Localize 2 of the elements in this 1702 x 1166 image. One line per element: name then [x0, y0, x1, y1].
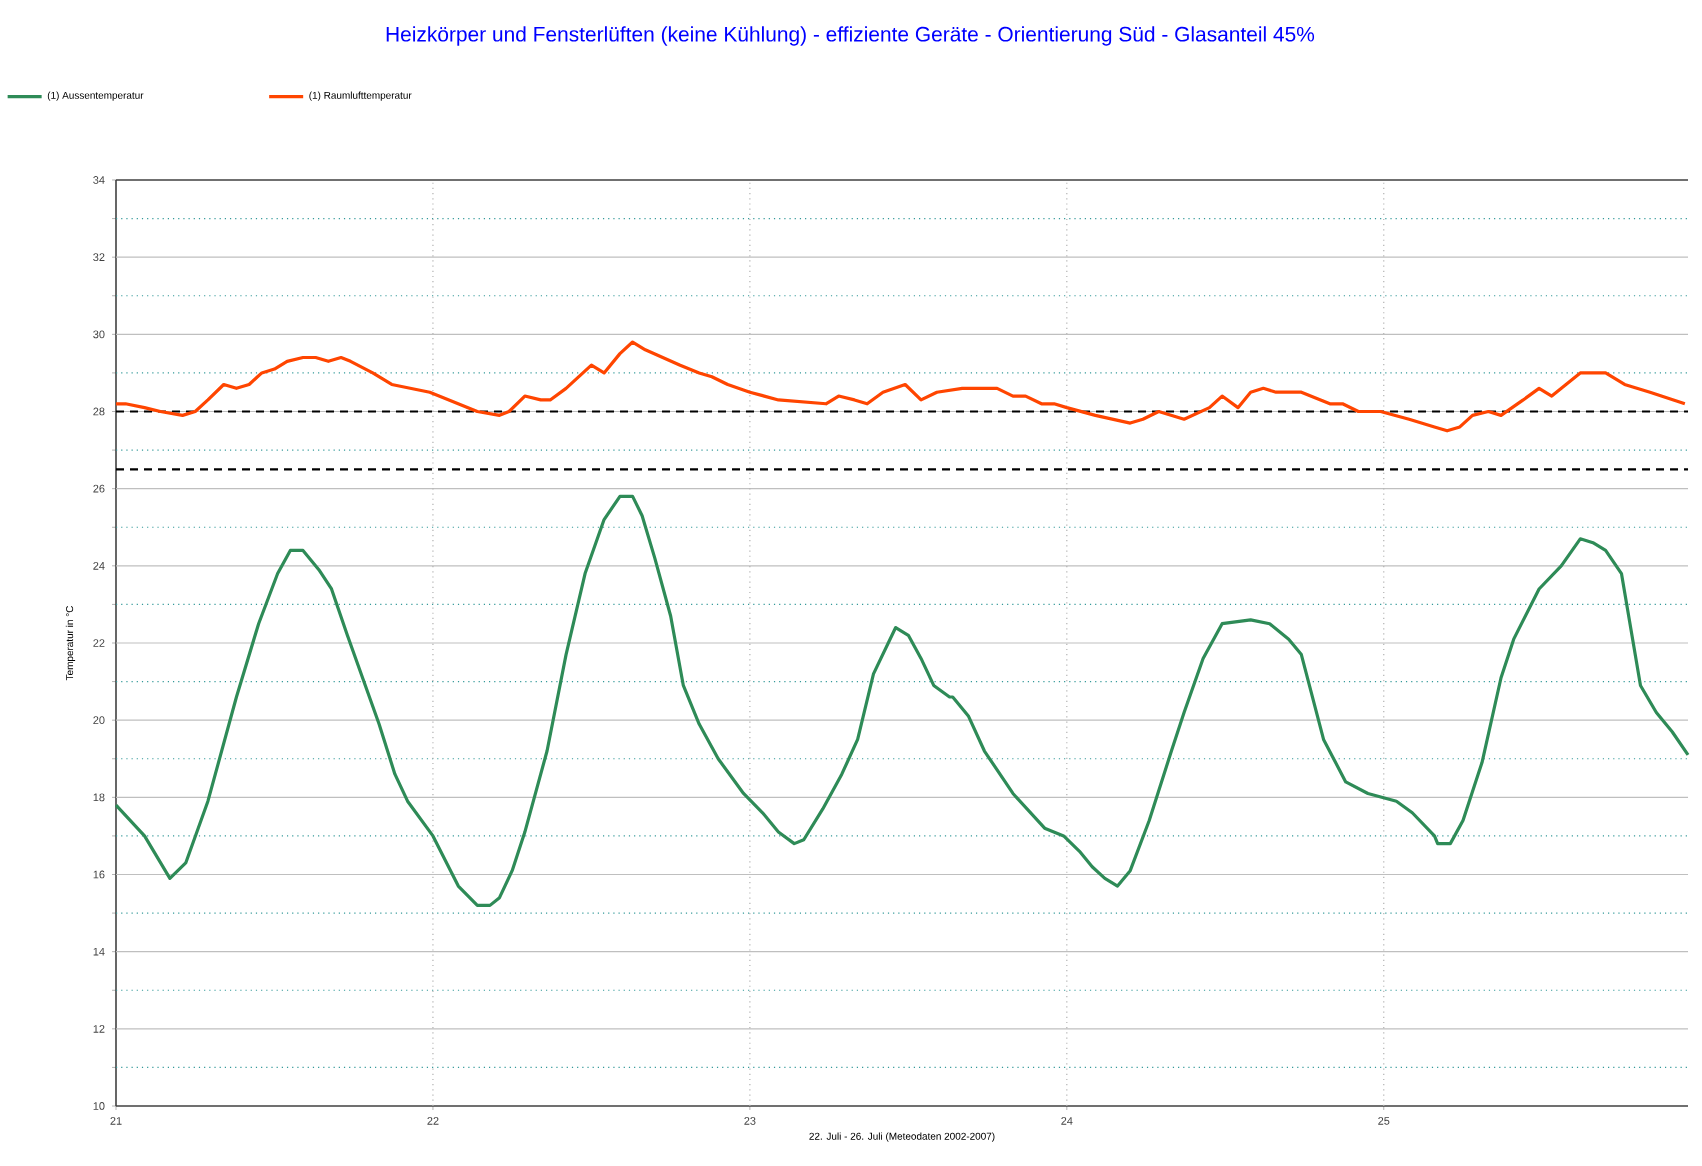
chart-title: Heizkörper und Fensterlüften (keine Kühlung) - effiziente Geräte - Orientierung Süd - Glasanteil 45%	[386, 26, 1315, 46]
line-series	[114, 494, 1690, 907]
